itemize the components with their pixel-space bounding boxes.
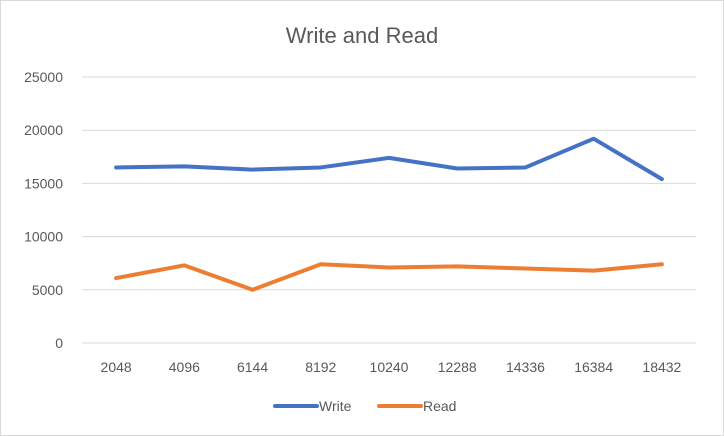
x-tick-label: 18432 <box>642 359 681 375</box>
series-line-read <box>114 262 664 292</box>
y-tick-label: 0 <box>55 335 63 351</box>
gridlines <box>82 76 696 344</box>
y-axis-ticks: 0 5000 10000 15000 20000 25000 <box>24 69 63 351</box>
x-tick-label: 2048 <box>101 359 132 375</box>
x-tick-label: 10240 <box>370 359 409 375</box>
x-tick-label: 12288 <box>438 359 477 375</box>
x-tick-label: 8192 <box>305 359 336 375</box>
y-tick-label: 10000 <box>24 229 63 245</box>
series-lines <box>114 136 664 292</box>
series-line-write <box>114 136 664 182</box>
x-tick-label: 4096 <box>169 359 200 375</box>
x-tick-label: 16384 <box>574 359 613 375</box>
legend: Write Read <box>273 398 456 414</box>
y-tick-label: 20000 <box>24 122 63 138</box>
chart-title: Write and Read <box>286 23 438 48</box>
x-axis-ticks: 2048 4096 6144 8192 10240 12288 14336 16384 1843… <box>101 359 682 375</box>
legend-label: Write <box>319 398 352 414</box>
legend-label: Read <box>423 398 456 414</box>
y-tick-label: 25000 <box>24 69 63 85</box>
legend-item-write: Write <box>273 398 352 414</box>
x-tick-label: 14336 <box>506 359 545 375</box>
x-tick-label: 6144 <box>237 359 268 375</box>
y-tick-label: 15000 <box>24 175 63 191</box>
legend-item-read: Read <box>377 398 456 414</box>
y-tick-label: 5000 <box>32 282 63 298</box>
